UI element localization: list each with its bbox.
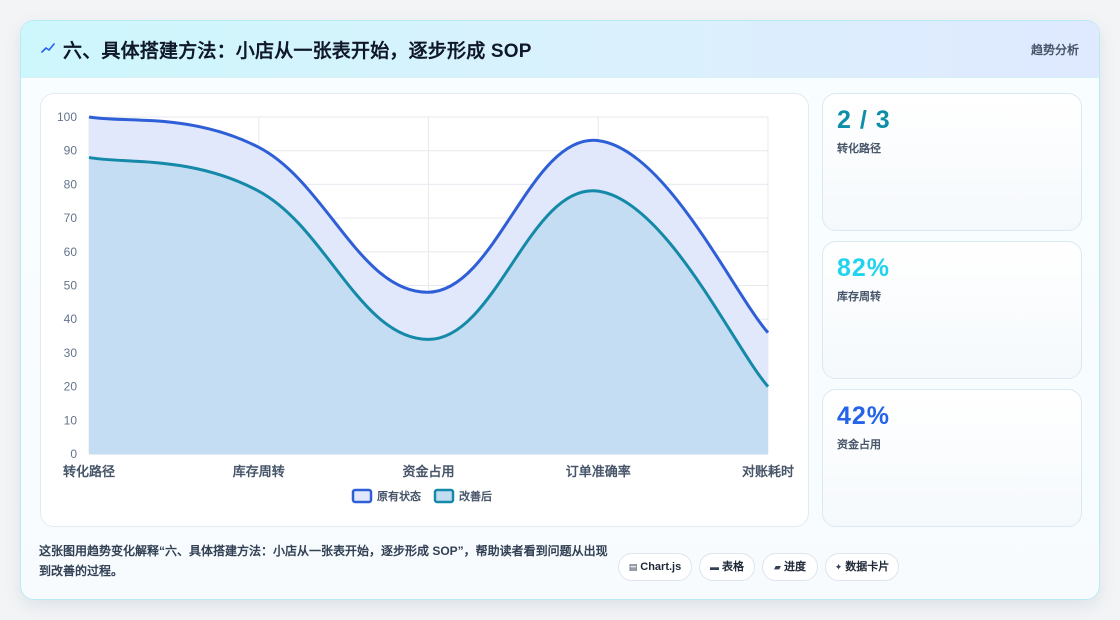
pill-label: 进度	[783, 561, 806, 573]
pill-progress[interactable]: ▰ 进度	[762, 553, 818, 581]
stat-value: 82%	[837, 254, 891, 282]
trend-analysis-tag: 趋势分析	[1030, 43, 1079, 57]
pill-label: 数据卡片	[845, 561, 890, 573]
stat-card-capital: 42% 资金占用	[822, 389, 1082, 527]
stat-label: 库存周转	[837, 291, 881, 303]
panel-header: 六、具体搭建方法：小店从一张表开始，逐步形成 SOP 趋势分析	[21, 21, 1099, 78]
pill-chartjs[interactable]: ▤ Chart.js	[618, 553, 692, 581]
chart-card: 0 10 20 30 40 50 60 70 80 90 100 转化路径 库存周转 资金占用 订单准确率 对…	[40, 93, 809, 527]
pill-table[interactable]: ▬ 表格	[699, 553, 755, 581]
table-icon: ▬	[710, 562, 719, 572]
series-line-2	[88, 155, 770, 388]
progress-icon: ▰	[774, 562, 781, 572]
x-tick-label: 对账耗时	[742, 464, 794, 479]
series-line-1	[88, 115, 770, 334]
legend-swatch	[351, 488, 373, 504]
legend-label: 改善后	[459, 489, 492, 503]
y-tick-label: 90	[64, 144, 78, 158]
stat-label: 转化路径	[837, 143, 881, 155]
y-tick-label: 50	[64, 279, 78, 293]
pill-label: Chart.js	[640, 561, 682, 573]
trend-panel: 六、具体搭建方法：小店从一张表开始，逐步形成 SOP 趋势分析 0 10 20 30 4…	[20, 20, 1100, 600]
legend-label: 原有状态	[377, 489, 421, 503]
y-tick-label: 20	[64, 380, 78, 394]
sparkle-icon: ✦	[834, 562, 843, 572]
y-tick-label: 70	[64, 211, 78, 225]
chart-icon: ▤	[628, 562, 638, 572]
y-tick-label: 40	[64, 312, 78, 326]
series-area-2	[89, 157, 768, 454]
pill-label: 表格	[722, 561, 744, 573]
x-tick-label: 转化路径	[63, 464, 115, 479]
area-chart: 0 10 20 30 40 50 60 70 80 90 100 转化路径 库存周转 资金占用 订单准确率 对…	[57, 110, 794, 504]
stat-card-inventory: 82% 库存周转	[822, 241, 1082, 379]
x-tick-label: 资金占用	[402, 464, 454, 479]
trend-icon	[41, 43, 55, 53]
chart-description: 这张图用趋势变化解释“六、具体搭建方法：小店从一张表开始，逐步形成 SOP”，帮…	[39, 544, 608, 578]
y-tick-label: 10	[64, 413, 78, 427]
y-tick-label: 80	[64, 177, 78, 191]
pill-data-cards[interactable]: ✦ 数据卡片	[825, 553, 899, 581]
stat-card-conversion: 2 / 3 转化路径	[822, 93, 1082, 231]
y-tick-label: 0	[70, 447, 77, 461]
stat-value: 42%	[837, 402, 891, 430]
legend-swatch	[433, 488, 455, 504]
stat-value: 2 / 3	[837, 106, 891, 134]
y-tick-label: 60	[64, 245, 78, 259]
page-title: 六、具体搭建方法：小店从一张表开始，逐步形成 SOP	[63, 41, 532, 62]
x-tick-label: 订单准确率	[566, 464, 631, 479]
y-tick-label: 30	[64, 346, 78, 360]
stat-label: 资金占用	[837, 439, 881, 451]
x-tick-label: 库存周转	[233, 464, 285, 479]
y-tick-label: 100	[57, 110, 77, 124]
